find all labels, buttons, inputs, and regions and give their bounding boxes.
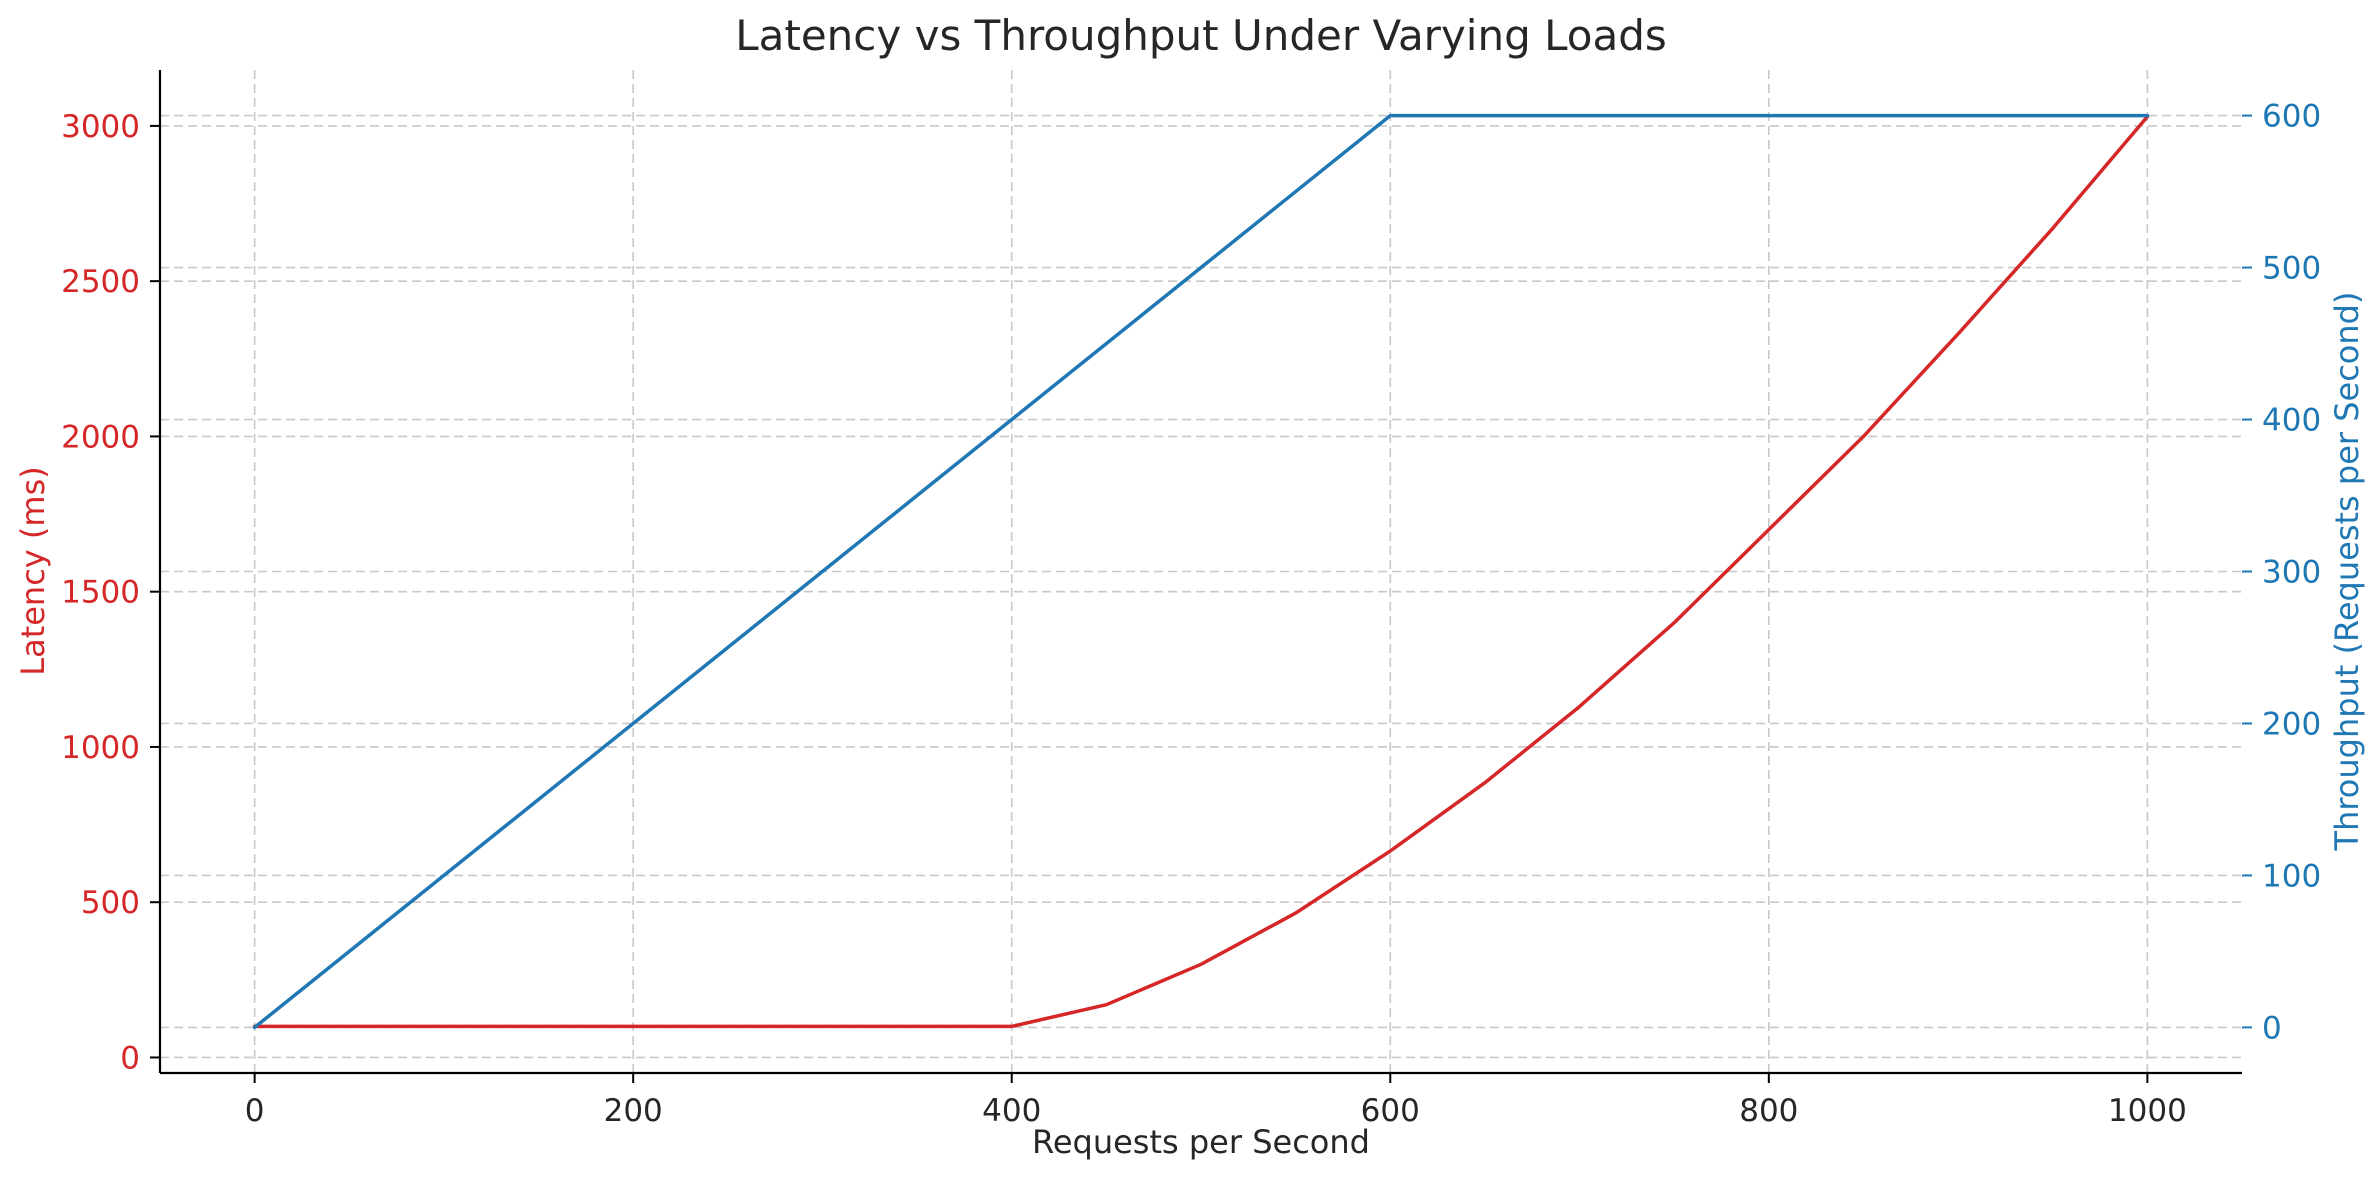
x-tick-label: 600 xyxy=(1361,1093,1420,1129)
y-left-tick-label: 3000 xyxy=(61,109,140,145)
latency-series-line xyxy=(252,114,2150,1029)
x-tick-label: 0 xyxy=(245,1093,265,1129)
y-left-tick-label: 2500 xyxy=(61,264,140,300)
right-axis-label: Throughput (Requests per Second) xyxy=(2328,292,2366,852)
y-left-tick-label: 0 xyxy=(120,1040,140,1076)
left-axis-label: Latency (ms) xyxy=(14,466,52,675)
y-right-tick-label: 400 xyxy=(2262,403,2321,439)
y-right-tick-label: 600 xyxy=(2262,99,2321,135)
axes-layer xyxy=(158,70,2242,1075)
x-tick-label: 200 xyxy=(604,1093,663,1129)
y-right-tick-label: 0 xyxy=(2262,1010,2282,1046)
y-left-tick-label: 1000 xyxy=(61,730,140,766)
x-tick-label: 400 xyxy=(982,1093,1041,1129)
series-layer xyxy=(252,113,2150,1030)
y-right-tick-label: 300 xyxy=(2262,555,2321,591)
y-left-tick-label: 500 xyxy=(81,885,140,921)
tick-layer: 0 200 400 600 800 100005001000150020002500300… xyxy=(61,99,2321,1129)
y-left-tick-label: 2000 xyxy=(61,419,140,455)
x-tick-label: 800 xyxy=(1739,1093,1798,1129)
chart-title: Latency vs Throughput Under Varying Load… xyxy=(735,11,1667,60)
y-right-tick-label: 200 xyxy=(2262,706,2321,742)
x-axis-label: Requests per Second xyxy=(1032,1123,1370,1161)
throughput-series-line xyxy=(252,113,2150,1030)
y-left-tick-label: 1500 xyxy=(61,575,140,611)
y-right-tick-label: 500 xyxy=(2262,251,2321,287)
grid-layer xyxy=(160,70,2242,1073)
x-tick-label: 1000 xyxy=(2108,1093,2187,1129)
y-right-tick-label: 100 xyxy=(2262,858,2321,894)
